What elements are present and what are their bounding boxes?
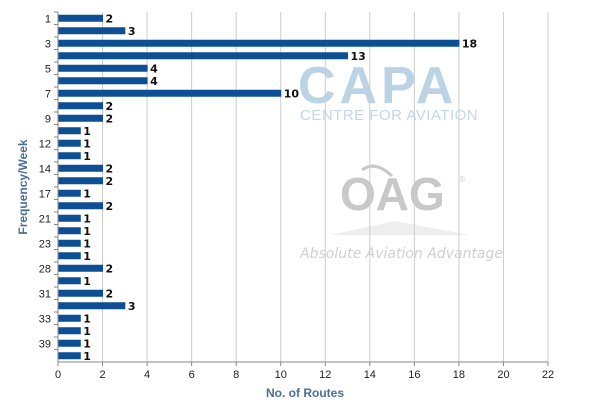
x-axis-title: No. of Routes — [266, 386, 344, 400]
oag-slogan: Absolute Aviation Advantage — [299, 246, 503, 262]
y-tick-label: 28 — [39, 263, 51, 275]
bar-value-label: 2 — [106, 262, 114, 275]
bar — [58, 39, 460, 47]
x-tick-labels: 0 2 4 6 8 10 12 14 16 18 20 22 — [55, 362, 554, 381]
oag-reflection — [330, 221, 470, 235]
bar — [58, 102, 104, 110]
bar-value-label: 10 — [284, 87, 300, 100]
bar-value-label: 2 — [106, 162, 114, 175]
y-tick-label: 39 — [39, 338, 51, 350]
bar — [58, 264, 104, 272]
bar — [58, 352, 81, 360]
bar — [58, 52, 349, 60]
y-tick-label: 21 — [39, 213, 51, 225]
bar-value-label: 2 — [106, 175, 114, 188]
bar-value-label: 1 — [83, 137, 91, 150]
oag-swoosh-icon — [361, 164, 394, 178]
y-tick-label: 7 — [45, 88, 51, 100]
y-tick-label: 14 — [39, 163, 51, 175]
x-tick-label: 0 — [55, 369, 61, 381]
y-tick-label: 9 — [45, 113, 51, 125]
bar-value-label: 1 — [83, 187, 91, 200]
bar-value-label: 2 — [106, 112, 114, 125]
bar — [58, 14, 104, 22]
x-tick-label: 6 — [189, 369, 195, 381]
bar — [58, 289, 104, 297]
y-tick-label: 31 — [39, 288, 51, 300]
capa-logo-text: CAPA — [298, 57, 457, 115]
bar-value-label: 18 — [462, 37, 477, 50]
bar-value-label: 1 — [83, 125, 91, 138]
bar — [58, 302, 126, 310]
bar — [58, 89, 282, 97]
bar — [58, 339, 81, 347]
capa-tagline: CENTRE FOR AVIATION — [300, 107, 478, 124]
bar — [58, 152, 81, 160]
watermark-oag: OAG ® Absolute Aviation Advantage — [299, 164, 503, 262]
y-tick-label: 17 — [39, 188, 51, 200]
x-tick-label: 16 — [408, 369, 420, 381]
y-tick-label: 1 — [45, 13, 51, 25]
x-tick-label: 2 — [99, 369, 105, 381]
bar-value-label: 4 — [150, 62, 158, 75]
bar — [58, 327, 81, 335]
bar-value-label: 2 — [106, 12, 114, 25]
bar-value-label: 1 — [83, 212, 91, 225]
bar-value-label: 3 — [128, 25, 136, 38]
bar — [58, 27, 126, 35]
y-axis-title: Frequency/Week — [16, 139, 30, 234]
bar-value-label: 2 — [106, 100, 114, 113]
bar-value-label: 1 — [83, 225, 91, 238]
bar-value-label: 13 — [351, 50, 366, 63]
bar — [58, 164, 104, 172]
bar — [58, 127, 81, 135]
bar — [58, 114, 104, 122]
x-tick-label: 20 — [497, 369, 509, 381]
grid-lines — [102, 12, 549, 362]
bars — [58, 14, 460, 360]
x-tick-label: 18 — [453, 369, 465, 381]
bar-value-label: 1 — [83, 312, 91, 325]
x-tick-label: 10 — [275, 369, 287, 381]
bar — [58, 277, 81, 285]
x-tick-label: 4 — [144, 369, 150, 381]
x-tick-label: 12 — [319, 369, 331, 381]
bar — [58, 177, 104, 185]
bar-value-label: 1 — [83, 350, 91, 363]
y-tick-label: 23 — [39, 238, 51, 250]
y-tick-label: 33 — [39, 313, 51, 325]
x-tick-label: 8 — [233, 369, 239, 381]
bar — [58, 139, 81, 147]
bar-value-label: 1 — [83, 275, 91, 288]
y-tick-label: 12 — [39, 138, 51, 150]
bar — [58, 252, 81, 260]
y-tick-labels: 1 3 5 7 9 12 14 17 21 23 28 31 33 39 — [39, 11, 58, 350]
x-tick-label: 14 — [364, 369, 376, 381]
bar — [58, 77, 148, 85]
bar — [58, 214, 81, 222]
bar — [58, 314, 81, 322]
y-tick-label: 3 — [45, 38, 51, 50]
bar — [58, 202, 104, 210]
oag-registered-mark: ® — [459, 175, 465, 184]
bar-value-label: 1 — [83, 325, 91, 338]
bar-value-label: 1 — [83, 337, 91, 350]
bar-value-label: 3 — [128, 300, 136, 313]
watermark-capa: CAPA CENTRE FOR AVIATION — [298, 57, 478, 124]
bar — [58, 227, 81, 235]
bar-value-label: 4 — [150, 75, 158, 88]
bar — [58, 239, 81, 247]
bar-value-label: 2 — [106, 200, 114, 213]
bar-value-label: 1 — [83, 250, 91, 263]
x-tick-label: 22 — [542, 369, 554, 381]
bar-value-label: 1 — [83, 237, 91, 250]
bar-value-label: 2 — [106, 287, 114, 300]
bar — [58, 189, 81, 197]
oag-logo-text: OAG — [340, 168, 445, 220]
bar — [58, 64, 148, 72]
y-tick-label: 5 — [45, 63, 51, 75]
bar-value-label: 1 — [83, 150, 91, 163]
